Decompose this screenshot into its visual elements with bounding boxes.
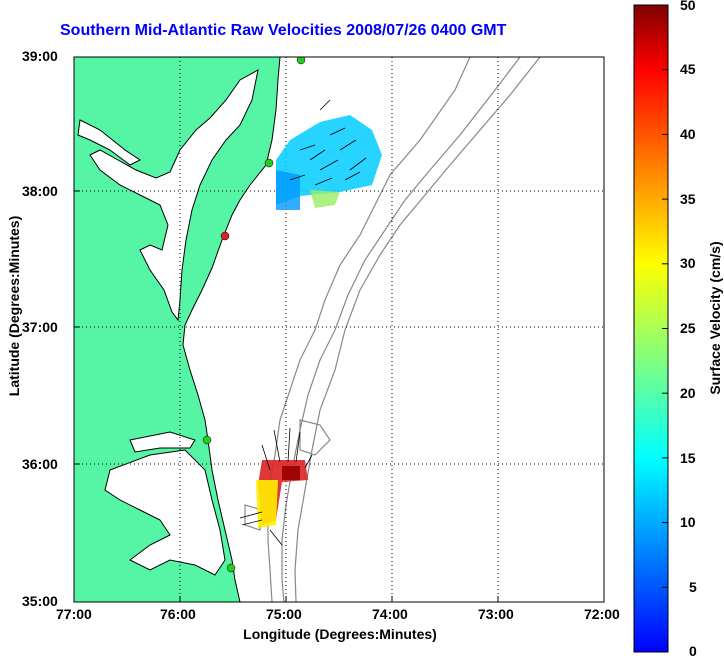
cbar-tick-30: 30 bbox=[680, 255, 696, 271]
station-marker-1 bbox=[296, 57, 306, 65]
station-marker-2 bbox=[264, 158, 274, 168]
cbar-tick-35: 35 bbox=[680, 191, 696, 207]
plot-frame bbox=[73, 56, 605, 603]
cbar-tick-25: 25 bbox=[680, 320, 696, 336]
x-axis-label: Longitude (Degrees:Minutes) bbox=[243, 626, 437, 642]
xtick-75: 75:00 bbox=[266, 606, 302, 622]
ytick-39: 39:00 bbox=[22, 48, 58, 64]
pamlico-sound bbox=[104, 449, 226, 576]
cbar-tick-5: 5 bbox=[689, 579, 697, 595]
cbar-tick-15: 15 bbox=[680, 450, 696, 466]
station-marker-4 bbox=[202, 435, 212, 445]
xtick-73: 73:00 bbox=[478, 606, 514, 622]
station-markers bbox=[202, 57, 306, 573]
colorbar-ticks bbox=[662, 69, 668, 588]
cbar-tick-20: 20 bbox=[680, 385, 696, 401]
y-axis-label: Latitude (Degrees:Minutes) bbox=[6, 215, 22, 397]
xtick-76: 76:00 bbox=[160, 606, 196, 622]
xtick-77: 77:00 bbox=[56, 606, 92, 622]
ytick-37: 37:00 bbox=[22, 319, 58, 335]
axis-ticks bbox=[74, 190, 499, 602]
cbar-tick-0: 0 bbox=[689, 643, 697, 659]
colorbar-label: Surface Velocity (cm/s) bbox=[707, 241, 723, 395]
xtick-72: 72:00 bbox=[584, 606, 620, 622]
chesapeake-bay bbox=[89, 69, 259, 322]
station-marker-3 bbox=[220, 231, 230, 241]
ytick-36: 36:00 bbox=[22, 456, 58, 472]
ytick-35: 35:00 bbox=[22, 593, 58, 609]
cbar-tick-10: 10 bbox=[680, 514, 696, 530]
station-marker-5 bbox=[226, 563, 236, 573]
velocity-arrows-south bbox=[239, 427, 313, 546]
velocity-arrows-north bbox=[289, 99, 367, 186]
cbar-tick-45: 45 bbox=[680, 61, 696, 77]
xtick-74: 74:00 bbox=[372, 606, 408, 622]
cbar-tick-40: 40 bbox=[680, 126, 696, 142]
velocity-field-south bbox=[256, 460, 308, 528]
albemarle-sound bbox=[129, 431, 196, 453]
potomac-river bbox=[77, 119, 141, 166]
map-title: Southern Mid-Atlantic Raw Velocities 200… bbox=[60, 22, 507, 39]
ytick-38: 38:00 bbox=[22, 183, 58, 199]
velocity-field-north bbox=[276, 115, 382, 210]
cbar-tick-50: 50 bbox=[680, 0, 696, 13]
